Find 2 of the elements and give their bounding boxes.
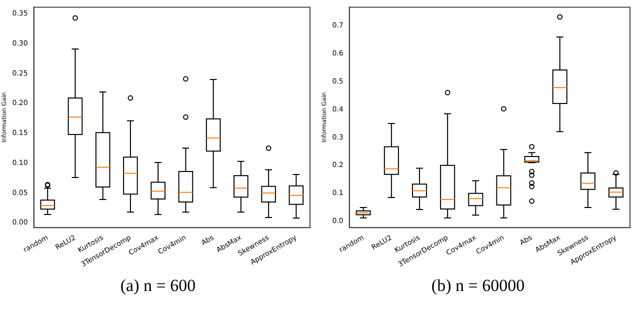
text: (b) n = 60000 <box>430 276 526 296</box>
text: (a) n = 600 <box>119 276 197 296</box>
